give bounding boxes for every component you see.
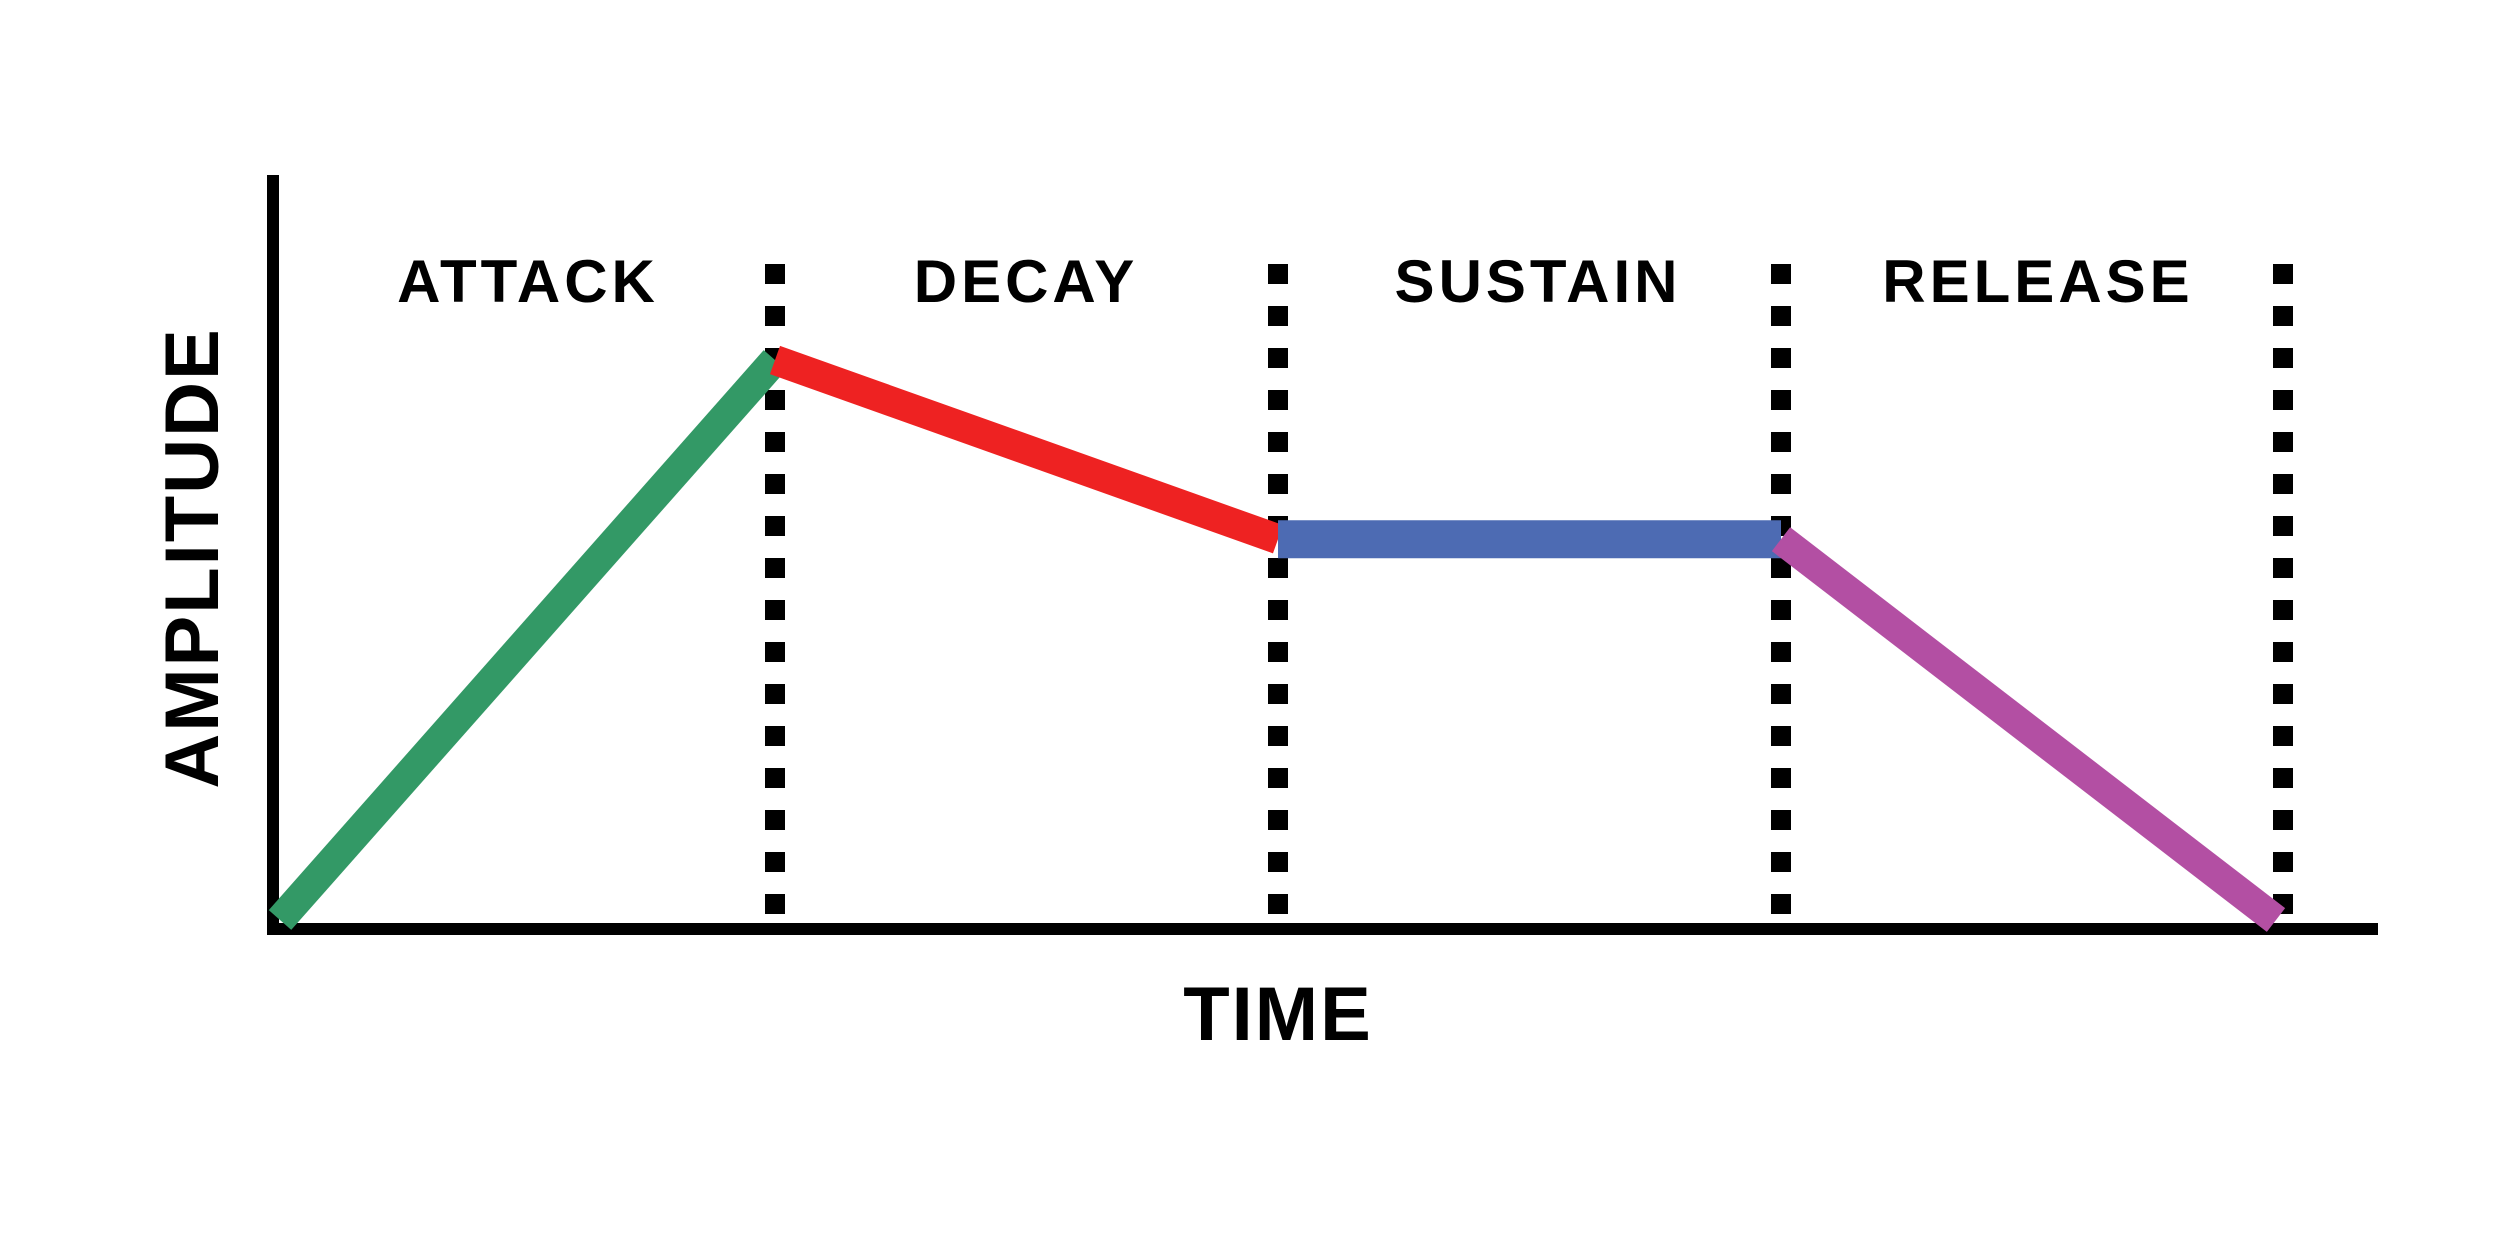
release-segment [1771,527,2286,932]
decay-label: DECAY [914,248,1139,315]
attack-segment [268,350,787,930]
release-label: RELEASE [1882,248,2193,315]
x-axis-title: TIME [1183,972,1373,1057]
sustain-label: SUSTAIN [1395,248,1682,315]
y-axis-title: AMPLITUDE [150,327,235,788]
decay-segment [769,345,1284,554]
attack-label: ATTACK [397,248,659,315]
